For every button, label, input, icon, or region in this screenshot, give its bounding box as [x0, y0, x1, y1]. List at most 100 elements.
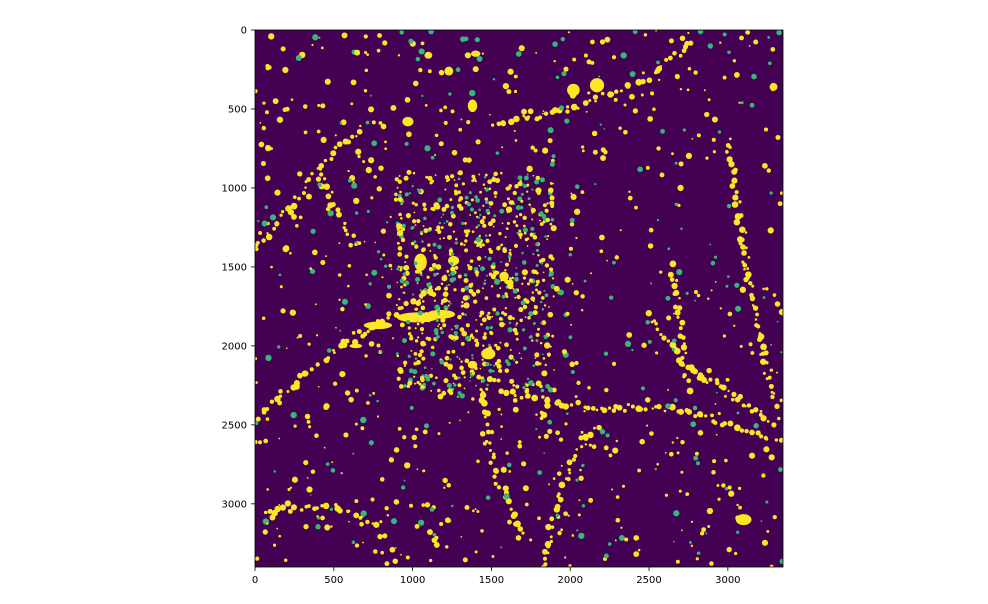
heatmap-point [534, 352, 540, 358]
heatmap-point [429, 250, 432, 252]
heatmap-point [514, 139, 518, 142]
heatmap-point [340, 119, 347, 126]
heatmap-point [438, 221, 442, 225]
heatmap-point [340, 472, 343, 475]
heatmap-point [457, 314, 462, 320]
heatmap-point [469, 380, 471, 382]
heatmap-point [441, 299, 445, 304]
heatmap-point [528, 203, 531, 206]
heatmap-point [724, 394, 727, 398]
heatmap-blob [424, 51, 433, 59]
heatmap-point [306, 419, 311, 424]
heatmap-point [547, 419, 553, 425]
heatmap-point [400, 216, 403, 220]
heatmap-point [561, 349, 568, 355]
heatmap-point [509, 388, 516, 395]
heatmap-point [701, 527, 707, 533]
heatmap-point [686, 409, 693, 415]
heatmap-point [392, 558, 399, 564]
heatmap-point [490, 285, 494, 288]
heatmap-point [671, 152, 674, 156]
heatmap-point [535, 242, 539, 247]
heatmap-point [550, 204, 555, 209]
heatmap-point [386, 292, 392, 299]
heatmap-point [716, 484, 720, 487]
heatmap-point [397, 246, 403, 251]
heatmap-point [403, 364, 406, 367]
heatmap-point [501, 222, 504, 225]
heatmap-point [365, 166, 372, 174]
heatmap-point [564, 477, 568, 481]
heatmap-point [492, 377, 497, 383]
heatmap-point [382, 253, 386, 257]
heatmap-point [435, 264, 442, 270]
heatmap-point [533, 148, 538, 153]
heatmap-point [534, 357, 537, 359]
heatmap-point [530, 296, 536, 302]
heatmap-point [530, 145, 535, 150]
plot-area [255, 30, 783, 567]
heatmap-point [440, 226, 444, 229]
heatmap-point [646, 77, 653, 84]
heatmap-point [655, 327, 660, 332]
heatmap-point [405, 213, 411, 219]
heatmap-point [681, 335, 686, 340]
heatmap-point [513, 74, 518, 79]
heatmap-point [544, 363, 547, 367]
heatmap-point [273, 470, 276, 473]
heatmap-point [371, 140, 378, 147]
heatmap-point [277, 345, 281, 349]
heatmap-point [675, 559, 680, 564]
heatmap-point [499, 287, 502, 290]
heatmap-point [299, 508, 304, 512]
heatmap-point [457, 383, 462, 388]
heatmap-point [463, 278, 469, 284]
heatmap-point [265, 354, 272, 362]
heatmap-point [386, 316, 390, 320]
heatmap-point [290, 98, 294, 102]
heatmap-point [469, 259, 474, 263]
heatmap-point [677, 408, 684, 415]
heatmap-point [565, 109, 570, 114]
heatmap-point [320, 259, 326, 266]
heatmap-point [645, 320, 650, 325]
heatmap-point [494, 177, 501, 184]
heatmap-point [498, 245, 501, 249]
heatmap-point [450, 213, 456, 219]
heatmap-point [290, 504, 297, 511]
heatmap-point [591, 130, 598, 137]
heatmap-point [472, 509, 475, 513]
heatmap-point [715, 433, 718, 436]
heatmap-point [712, 459, 717, 464]
heatmap-point [526, 165, 533, 173]
heatmap-point [573, 208, 581, 215]
heatmap-point [651, 407, 654, 410]
heatmap-point [621, 484, 626, 488]
heatmap-point [258, 231, 263, 236]
heatmap-point [544, 541, 552, 548]
heatmap-point [720, 384, 727, 391]
heatmap-point [450, 252, 455, 256]
heatmap-point [604, 36, 611, 43]
heatmap-point [549, 222, 553, 226]
heatmap-point [714, 402, 717, 405]
heatmap-point [480, 529, 484, 533]
heatmap-point [493, 171, 498, 177]
heatmap-point [443, 305, 449, 311]
heatmap-point [290, 411, 297, 419]
heatmap-point [460, 287, 466, 293]
heatmap-point [769, 191, 773, 195]
heatmap-point [530, 206, 532, 209]
heatmap-point [438, 141, 444, 147]
heatmap-point [657, 78, 661, 82]
heatmap-point [774, 403, 780, 410]
heatmap-point [339, 371, 346, 378]
heatmap-point [396, 267, 400, 271]
heatmap-point [615, 439, 619, 443]
heatmap-point [452, 373, 457, 378]
heatmap-point [556, 471, 562, 476]
heatmap-point [676, 436, 679, 440]
heatmap-point [345, 232, 350, 237]
heatmap-point [587, 91, 591, 95]
heatmap-point [607, 406, 612, 410]
